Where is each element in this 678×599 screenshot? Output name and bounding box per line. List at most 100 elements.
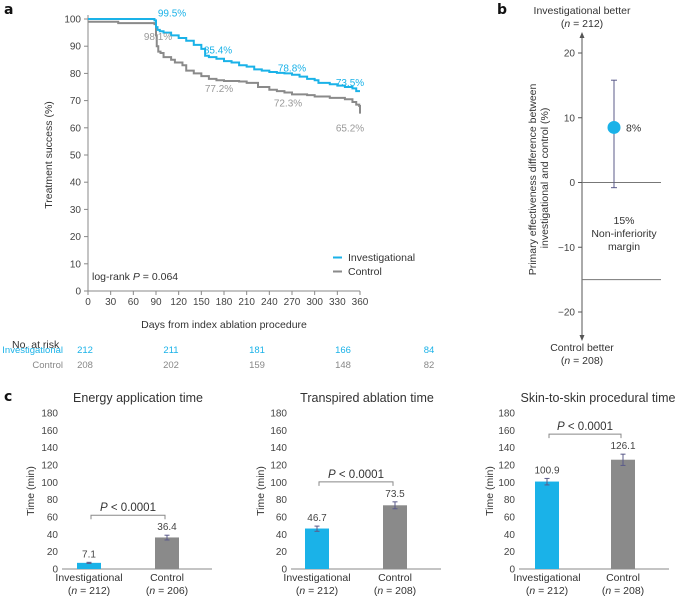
km-x-tick-label: 150 [193,297,210,308]
significance-bracket [90,514,166,520]
at-risk-value-control: 208 [77,360,93,371]
km-line-investigational [88,18,360,93]
bottom-n-var: n [564,355,570,367]
bar-value-label-investigational: 7.1 [82,549,96,560]
p-value-label: P < 0.0001 [328,469,384,481]
km-x-tick-label: 30 [105,297,117,308]
n-var: n [299,585,305,597]
km-x-tick-label: 90 [150,297,162,308]
bar-y-tick-label: 80 [504,495,516,506]
km-lines [88,18,361,114]
at-risk-value-investigational: 181 [249,345,265,356]
forest-marks: 8% [607,79,641,189]
km-x-tick-label: 300 [306,297,323,308]
bar-y-tick-label: 160 [498,426,515,437]
p-var: P [100,502,108,514]
km-y-tick-label: 40 [70,178,82,189]
bar-y-tick-label: 160 [270,426,287,437]
forest-y-tick-label: −20 [558,308,575,319]
n-var: n [377,585,383,597]
km-chart: 0 10 20 30 40 50 60 70 80 90 100 0 30 60 90 120 150 180 21… [2,8,434,371]
at-risk-value-investigational: 211 [163,345,178,356]
bar-chart-energy-application-time: Energy application time Time (min) 0 20 40 60… [25,391,212,597]
forest-y-tick-label: 10 [564,113,576,124]
at-risk-value-investigational: 166 [335,345,351,356]
margin-label-line3: margin [608,241,640,253]
n-value: = 208) [383,585,416,597]
bar-y-tick-label: 180 [41,409,58,420]
km-x-tick-label: 270 [284,297,301,308]
n-var: n [149,585,155,597]
n-paren: ( [602,585,606,597]
bar-value-label-control: 36.4 [157,522,177,533]
p-var: P [557,421,565,433]
km-point-label-control: 77.2% [205,84,233,95]
bottom-label: Control better [550,342,614,354]
km-point-label-control: 65.2% [336,124,364,135]
km-point-label-investigational: 85.4% [204,46,232,57]
km-x-tick-label: 60 [128,297,140,308]
bar-y-tick-label: 180 [498,409,515,420]
at-risk-value-control: 159 [249,360,265,371]
bar-control [383,505,407,569]
bar-n-label-investigational: (n = 212) [526,585,568,597]
margin-label-line2: Non-inferiority [591,228,657,240]
panel-label-c: c [4,389,12,405]
at-risk-row-label-control: Control [32,360,63,371]
logrank-prefix: log-rank [92,271,133,283]
km-y-tick-label: 80 [70,69,82,80]
bar-category-label-control: Control [606,572,640,584]
p-value-label: P < 0.0001 [100,502,156,514]
bar-value-label-investigational: 100.9 [534,465,559,476]
km-y-tick-label: 20 [70,232,82,243]
bar-chart-title: Skin-to-skin procedural time [521,391,676,405]
bar-category-label-investigational: Investigational [283,572,350,584]
top-n-prefix: ( [561,18,565,30]
km-x-tick-label: 120 [170,297,187,308]
bar-category-label-control: Control [150,572,184,584]
top-n-var: n [564,18,570,30]
km-x-tick-label: 210 [238,297,255,308]
bar-n-label-investigational: (n = 212) [296,585,338,597]
logrank-p: P [133,271,140,283]
bar-y-axis-title: Time (min) [25,466,37,516]
km-y-tick-label: 10 [70,259,82,270]
bar-y-tick-label: 80 [276,495,288,506]
top-n-value: = 212) [570,18,603,30]
bar-y-tick-label: 120 [41,461,58,472]
bar-category-label-investigational: Investigational [55,572,122,584]
legend-label-investigational: Investigational [348,252,415,264]
bar-value-label-investigational: 46.7 [307,513,327,524]
forest-y-tick-label: −10 [558,243,575,254]
p-value: < 0.0001 [336,469,384,481]
panel-label-a: a [4,2,13,18]
bar-y-tick-label: 40 [276,530,288,541]
forest-y-tick-label: 20 [564,49,576,60]
forest-axes: −20 −10 0 10 20 [558,32,661,341]
forest-arrow-up-icon [579,32,585,38]
km-x-tick-label: 330 [329,297,346,308]
km-y-tick-label: 60 [70,123,82,134]
panel-label-b: b [497,2,507,18]
at-risk-title: No. at risk [12,339,60,351]
bar-y-tick-label: 160 [41,426,58,437]
bar-y-tick-label: 20 [276,547,288,558]
bar-chart-title: Transpired ablation time [300,391,434,405]
forest-y-title-line2: investigational and control (%) [539,108,551,249]
bar-chart-skin-to-skin-time: Skin-to-skin procedural time Time (min) 0 2… [484,391,676,597]
bar-investigational [535,481,559,569]
km-y-tick-label: 90 [70,42,82,53]
km-axes: 0 10 20 30 40 50 60 70 80 90 100 0 30 60 90 120 150 180 21… [64,15,368,309]
bar-investigational [77,562,101,569]
bar-category-label-control: Control [378,572,412,584]
bottom-n-label: (n = 208) [561,355,603,367]
bar-investigational [305,528,329,569]
bar-y-tick-label: 60 [276,513,288,524]
bar-y-tick-label: 100 [498,478,515,489]
at-risk-value-investigational: 212 [77,345,93,356]
forest-arrow-down-icon [579,335,585,341]
point-estimate-label: 8% [626,122,641,134]
bar-value-label-control: 126.1 [610,441,635,452]
km-x-tick-label: 240 [261,297,278,308]
